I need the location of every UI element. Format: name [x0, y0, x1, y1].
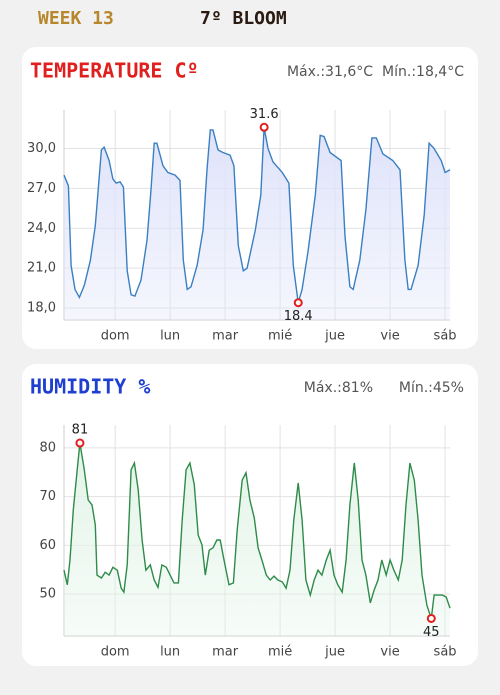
highlight-point — [75, 438, 85, 448]
x-tick-label: mar — [212, 645, 239, 660]
chart-title: TEMPERATURE Cº — [30, 59, 199, 83]
line — [63, 442, 451, 619]
x-tick-label: lun — [160, 329, 180, 344]
y-tick-label: 60 — [39, 538, 56, 553]
chart-title: HUMIDITY % — [30, 375, 150, 399]
stage-label: 7º BLOOM — [200, 8, 287, 29]
y-tick-label: 80 — [39, 440, 56, 455]
x-tick-label: sáb — [434, 645, 457, 660]
x-tick-label: jue — [324, 645, 345, 660]
x-tick-label: sáb — [434, 329, 457, 344]
y-tick-label: 50 — [39, 587, 56, 602]
y-tick-label: 18,0 — [27, 301, 56, 316]
x-tick-label: mié — [268, 645, 292, 660]
y-tick-label: 30,0 — [27, 141, 56, 156]
min-label: Mín.:45% — [399, 380, 464, 396]
min-label: Mín.:18,4°C — [382, 64, 464, 80]
x-tick-label: dom — [101, 645, 130, 660]
x-tick-label: vie — [380, 329, 399, 344]
x-tick-label: mar — [212, 329, 239, 344]
highlight-point — [426, 613, 436, 623]
highlight-point — [293, 298, 303, 308]
week-label: WEEK 13 — [38, 8, 114, 29]
y-tick-label: 21,0 — [27, 261, 56, 276]
x-tick-label: jue — [324, 329, 345, 344]
highlight-label: 45 — [423, 625, 440, 640]
max-label: Máx.:31,6°C — [287, 64, 373, 80]
y-tick-label: 27,0 — [27, 181, 56, 196]
highlight-label: 31.6 — [250, 107, 279, 122]
highlight-label: 81 — [72, 423, 89, 438]
x-tick-label: dom — [101, 329, 130, 344]
x-tick-label: vie — [380, 645, 399, 660]
max-label: Máx.:81% — [304, 380, 373, 396]
y-tick-label: 24,0 — [27, 221, 56, 236]
x-tick-label: lun — [160, 645, 180, 660]
x-tick-label: mié — [268, 329, 292, 344]
line — [63, 127, 451, 303]
highlight-label: 18.4 — [284, 309, 313, 324]
y-tick-label: 70 — [39, 489, 56, 504]
highlight-point — [259, 122, 269, 132]
